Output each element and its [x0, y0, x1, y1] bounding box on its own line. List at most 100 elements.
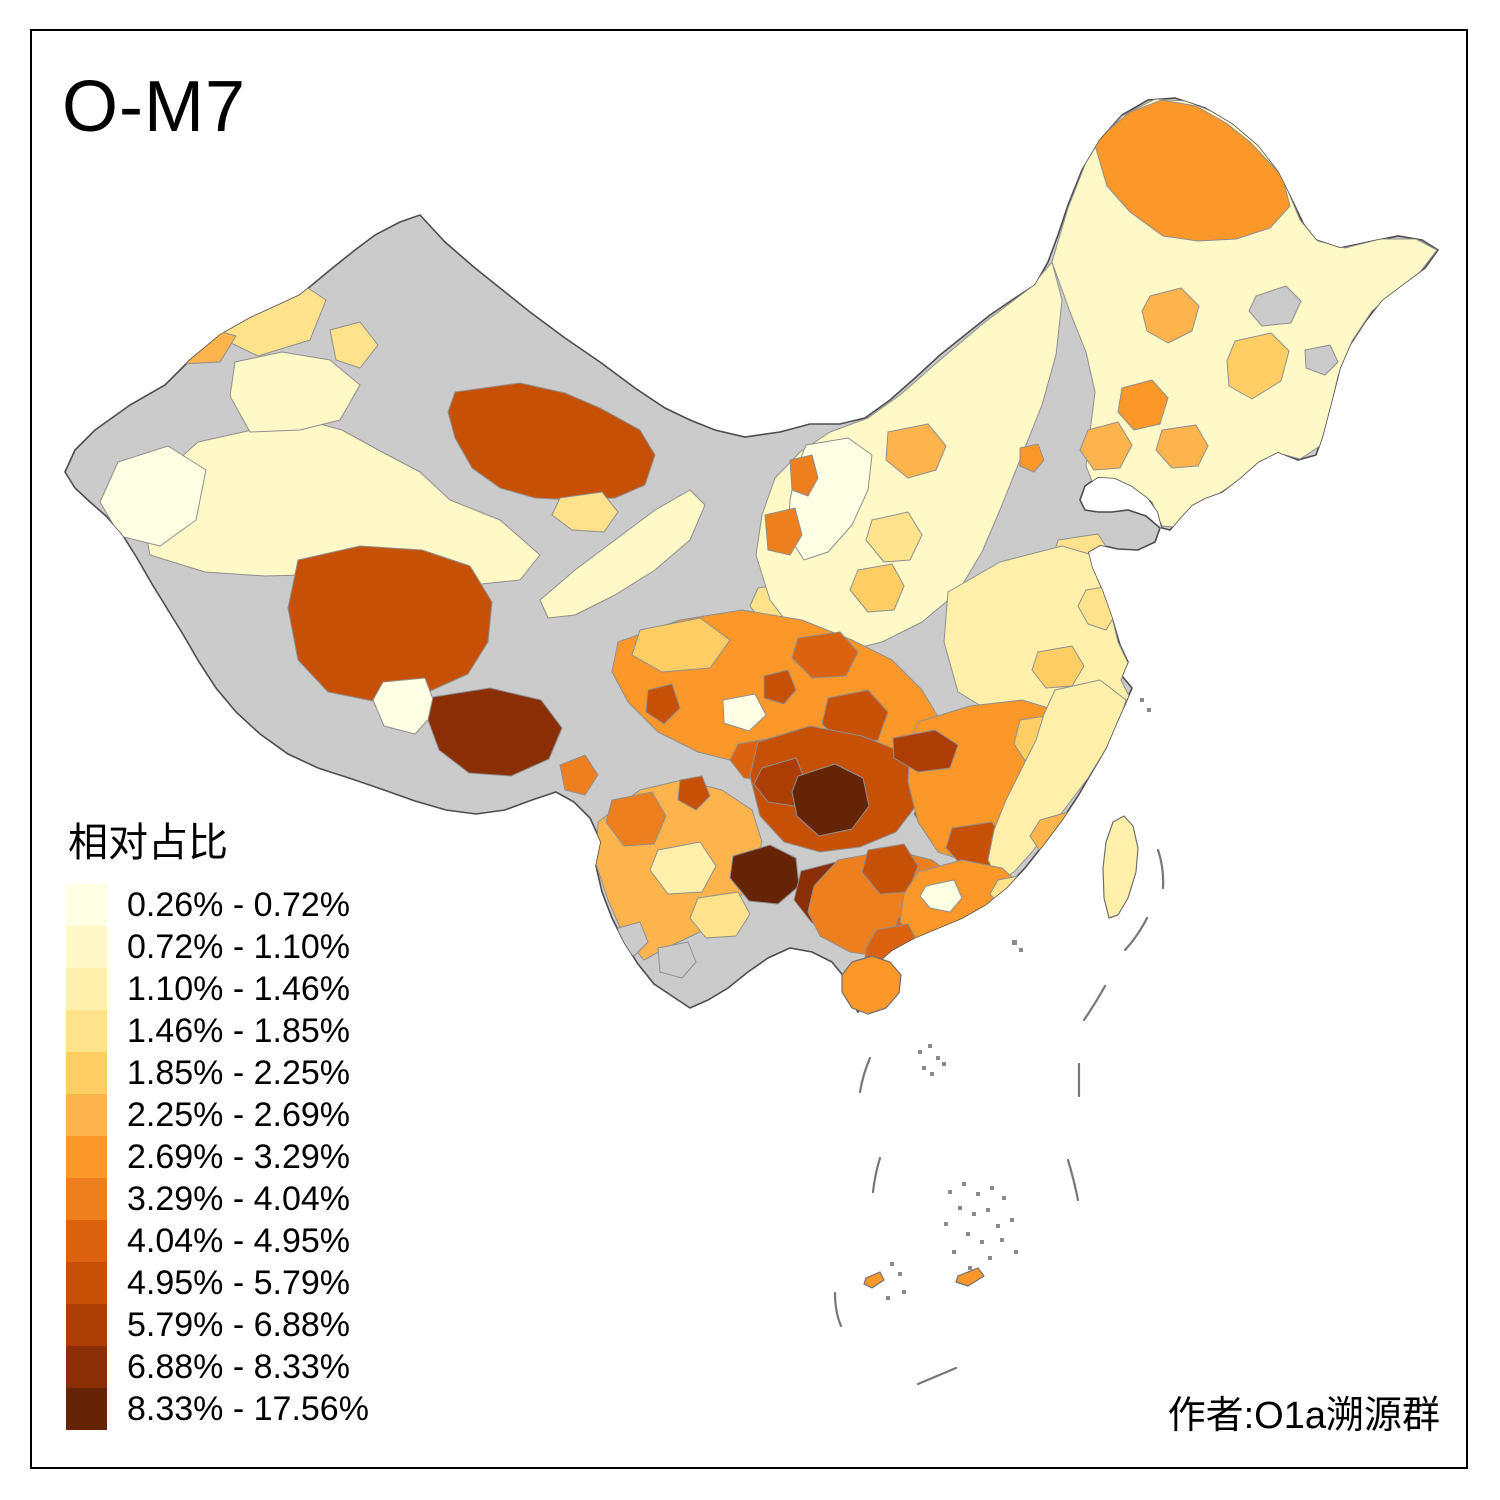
legend-range-label: 1.10% - 1.46%: [127, 970, 351, 1008]
legend-color-swatch: [66, 884, 107, 926]
legend-color-swatch: [66, 1136, 107, 1178]
map-region: [1079, 421, 1133, 471]
map-region: [885, 423, 947, 479]
legend-range-label: 0.72% - 1.10%: [127, 928, 351, 966]
legend-row: 4.95% - 5.79%: [66, 1262, 369, 1304]
legend-range-label: 4.95% - 5.79%: [127, 1264, 351, 1302]
legend-color-swatch: [66, 1304, 107, 1346]
legend-row: 1.46% - 1.85%: [66, 1010, 369, 1052]
map-region: [763, 669, 797, 705]
legend-range-label: 2.25% - 2.69%: [127, 1096, 351, 1134]
map-region: [791, 631, 859, 679]
legend-range-label: 5.79% - 6.88%: [127, 1306, 351, 1344]
map-region: [631, 617, 731, 673]
map-region: [447, 382, 656, 501]
hainan-island: [841, 955, 902, 1015]
legend-row: 5.79% - 6.88%: [66, 1304, 369, 1346]
legend-color-swatch: [66, 1094, 107, 1136]
nine-dash-line-segment: [1066, 1158, 1080, 1202]
map-region: [791, 763, 870, 837]
legend-row: 3.29% - 4.04%: [66, 1178, 369, 1220]
map-region: [99, 445, 207, 547]
author-credit: 作者:O1a溯源群: [1167, 1395, 1440, 1437]
map-region: [1093, 99, 1291, 242]
legend-color-swatch: [66, 926, 107, 968]
map-region: [287, 545, 493, 703]
nine-dash-line-segment: [858, 1056, 872, 1094]
map-region: [1226, 332, 1290, 400]
map-region: [677, 775, 711, 811]
legend-range-label: 4.04% - 4.95%: [127, 1222, 351, 1260]
legend-range-label: 3.29% - 4.04%: [127, 1180, 351, 1218]
nine-dash-line-segment: [916, 1366, 958, 1386]
legend-title: 相对占比: [68, 821, 228, 865]
legend-row: 0.72% - 1.10%: [66, 926, 369, 968]
map-region: [1117, 379, 1169, 431]
page-title: O-M7: [62, 67, 246, 147]
map-region: [559, 754, 599, 796]
legend-range-label: 8.33% - 17.56%: [127, 1390, 369, 1428]
legend-row: 2.69% - 3.29%: [66, 1136, 369, 1178]
legend-row: 6.88% - 8.33%: [66, 1346, 369, 1388]
map-region: [849, 563, 905, 613]
map-region: [539, 489, 706, 619]
map-region: [1304, 344, 1339, 376]
south-sea-island: [955, 1267, 985, 1287]
map-region: [551, 491, 619, 533]
south-sea-island: [863, 1271, 885, 1289]
island-dots: [886, 698, 1151, 1300]
legend-range-label: 1.46% - 1.85%: [127, 1012, 351, 1050]
map-region: [645, 683, 681, 725]
legend-range-label: 6.88% - 8.33%: [127, 1348, 351, 1386]
legend-row: 1.10% - 1.46%: [66, 968, 369, 1010]
legend-rows: 0.26% - 0.72% 0.72% - 1.10% 1.10% - 1.46…: [66, 884, 369, 1430]
map-region: [729, 844, 800, 905]
map-region: [689, 891, 751, 939]
nine-dash-line-segment: [1082, 984, 1107, 1022]
map-region: [329, 321, 379, 369]
map-region: [943, 545, 1130, 723]
map-region: [657, 941, 697, 979]
map-region: [722, 693, 767, 732]
map-region: [229, 351, 361, 433]
legend-color-swatch: [66, 1010, 107, 1052]
nine-dash-line: [833, 848, 1165, 1386]
legend-color-swatch: [66, 1052, 107, 1094]
legend-color-swatch: [66, 1346, 107, 1388]
legend-row: 2.25% - 2.69%: [66, 1094, 369, 1136]
legend-range-label: 0.26% - 0.72%: [127, 886, 351, 924]
map-region: [865, 511, 923, 563]
nine-dash-line-segment: [1123, 916, 1149, 952]
map-region: [1019, 443, 1045, 473]
nine-dash-line-segment: [871, 1156, 882, 1194]
nine-dash-line-segment: [1156, 848, 1165, 890]
legend-row: 4.04% - 4.95%: [66, 1220, 369, 1262]
legend-color-swatch: [66, 1388, 107, 1430]
map-region: [919, 879, 963, 913]
legend-color-swatch: [66, 1262, 107, 1304]
legend-row: 1.85% - 2.25%: [66, 1052, 369, 1094]
map-region: [1155, 424, 1209, 469]
map-region: [1248, 285, 1302, 327]
map-region: [789, 454, 819, 497]
legend-range-label: 2.69% - 3.29%: [127, 1138, 351, 1176]
nine-dash-line-segment: [833, 1291, 843, 1328]
map-region: [1141, 287, 1200, 344]
legend-row: 0.26% - 0.72%: [66, 884, 369, 926]
legend-range-label: 1.85% - 2.25%: [127, 1054, 351, 1092]
map-frame-border: [30, 29, 1468, 1469]
map-region: [892, 729, 959, 773]
map-region: [427, 687, 563, 777]
map-region: [649, 841, 717, 895]
map-region: [372, 677, 438, 735]
legend: 相对占比 0.26% - 0.72% 0.72% - 1.10% 1.10% -…: [66, 810, 369, 1430]
legend-color-swatch: [66, 1220, 107, 1262]
legend-row: 8.33% - 17.56%: [66, 1388, 369, 1430]
map-region: [605, 791, 667, 847]
legend-color-swatch: [66, 968, 107, 1010]
taiwan-island: [1102, 815, 1139, 919]
legend-color-swatch: [66, 1178, 107, 1220]
map-region: [764, 507, 803, 556]
